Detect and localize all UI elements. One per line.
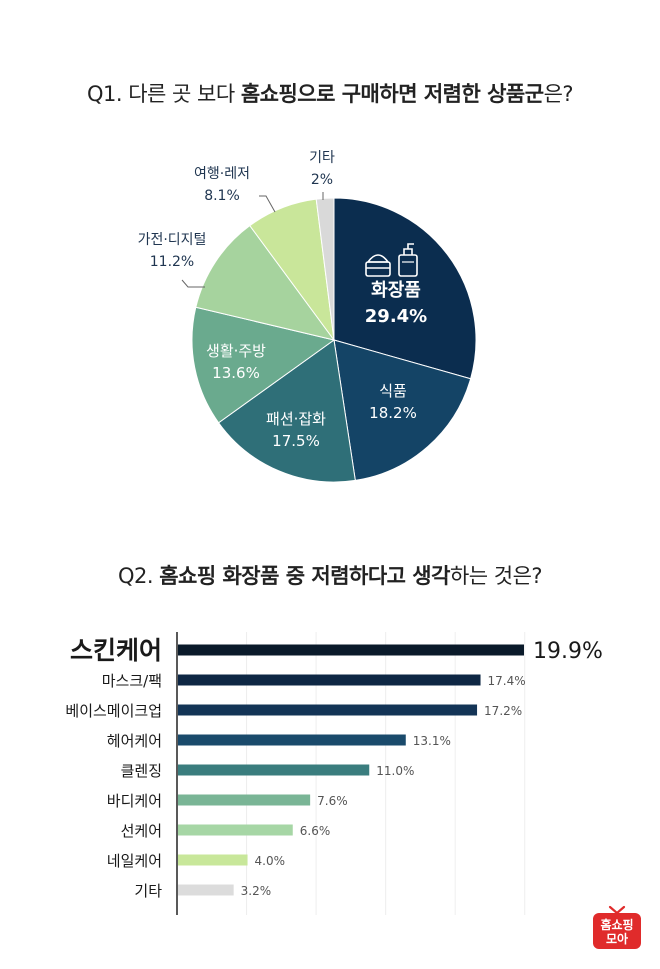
bar <box>178 644 524 656</box>
bar <box>178 674 481 686</box>
pie-slice <box>191 306 336 424</box>
pie-slice <box>315 197 335 341</box>
leader-line <box>181 279 205 288</box>
pie-slice-label: 식품 <box>379 382 407 400</box>
pie-value-label: 8.1% <box>204 188 240 204</box>
bar-category-label: 바디케어 <box>107 792 162 810</box>
bar-category-label: 네일케어 <box>107 852 162 870</box>
pie-slice <box>333 197 477 380</box>
bar-value-label: 13.1% <box>413 734 451 748</box>
bar-category-label: 선케어 <box>121 822 162 840</box>
q2-title: Q2. 홈쇼핑 화장품 중 저렴하다고 생각하는 것은? <box>0 560 660 590</box>
bar-value-label: 19.9% <box>533 639 603 664</box>
bar <box>178 734 406 746</box>
pie-value-label: 29.4% <box>365 306 427 327</box>
bar-category-label: 클렌징 <box>121 762 162 780</box>
bar <box>178 854 248 866</box>
q1-title-prefix: Q1. 다른 곳 보다 <box>86 82 241 106</box>
cosmetics-icon <box>365 243 418 277</box>
pie-slice-label: 여행·레저 <box>194 166 250 182</box>
pie-value-label: 2% <box>311 172 333 188</box>
q1-title-suffix: 은? <box>543 82 574 106</box>
bar-value-label: 4.0% <box>255 854 285 868</box>
pie-value-label: 13.6% <box>212 364 260 382</box>
bar-category-label: 베이스메이크업 <box>65 702 162 720</box>
tv-icon: 홈쇼핑 모아 <box>593 905 641 949</box>
bar <box>178 764 370 776</box>
pie-slice-label: 기타 <box>309 150 335 166</box>
pie-slice-label: 패션·잡화 <box>266 410 326 428</box>
pie-slice-label: 가전·디지털 <box>138 232 207 248</box>
bar-value-label: 17.2% <box>484 704 522 718</box>
pie-chart: 화장품 29.4% 식품 18.2% 패션·잡화 17.5% 생활·주방 13.6% 가전·디지… <box>138 150 477 483</box>
bar <box>178 704 478 716</box>
hsmoa-logo: 홈쇼핑 모아 <box>591 905 643 951</box>
bar-value-label: 17.4% <box>488 674 526 688</box>
pie-slice-label: 생활·주방 <box>206 342 266 360</box>
bar <box>178 794 311 806</box>
q1-title: Q1. 다른 곳 보다 홈쇼핑으로 구매하면 저렴한 상품군은? <box>0 78 660 108</box>
bar-value-label: 11.0% <box>376 764 414 778</box>
bar-category-label: 마스크/팩 <box>102 672 162 690</box>
bar-value-label: 6.6% <box>300 824 331 838</box>
pie-slice-label: 화장품 <box>371 280 421 301</box>
pie-value-label: 18.2% <box>369 404 417 422</box>
bar <box>178 884 234 896</box>
logo-line1: 홈쇼핑 <box>600 917 633 932</box>
q2-title-suffix: 하는 것은? <box>449 564 543 588</box>
bar <box>178 824 293 836</box>
pie-slice <box>217 339 356 483</box>
bar-chart: 스킨케어 19.9% 마스크/팩 17.4% 베이스메이크업 17.2% 헤어케어 13.1%… <box>65 632 603 915</box>
bar-category-label: 스킨케어 <box>70 636 162 665</box>
pie-slice <box>333 339 472 481</box>
pie-slice <box>195 224 336 341</box>
bar-category-label: 헤어케어 <box>107 732 162 750</box>
pie-value-label: 17.5% <box>272 432 320 450</box>
leader-line <box>259 195 276 213</box>
bar-category-label: 기타 <box>134 882 162 900</box>
q2-title-bold: 홈쇼핑 화장품 중 저렴하다고 생각 <box>159 564 450 588</box>
logo-line2: 모아 <box>606 931 628 946</box>
pie-value-label: 11.2% <box>150 254 194 270</box>
q1-title-bold: 홈쇼핑으로 구매하면 저렴한 상품군 <box>240 82 544 106</box>
bar-value-label: 7.6% <box>317 794 348 808</box>
q2-title-prefix: Q2. <box>117 564 160 588</box>
bar-value-label: 3.2% <box>241 884 272 898</box>
